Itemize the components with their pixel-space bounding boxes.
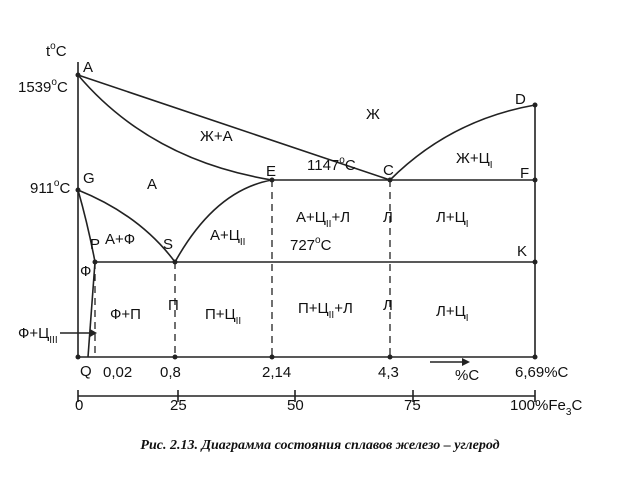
label: 0,8 [160, 364, 181, 381]
label: 100%Fe3C [510, 397, 582, 418]
label-main: t [46, 43, 51, 60]
diagram-lines [60, 62, 538, 402]
label-main: 75 [404, 397, 421, 414]
label-main: Ж+А [200, 128, 233, 145]
label: А [147, 176, 157, 193]
label: 75 [404, 397, 421, 414]
label: Л+ЦI [436, 303, 468, 324]
label: S [163, 236, 173, 253]
label: toC [46, 41, 67, 60]
label-main: 911 [30, 180, 54, 197]
label: 50 [287, 397, 304, 414]
label: %C [455, 367, 479, 384]
label-sub: II [326, 219, 332, 230]
label: 727oC [290, 235, 332, 254]
label: 25 [170, 397, 187, 414]
label: Ж+А [200, 128, 233, 145]
label: П [168, 297, 179, 314]
label-main: Ж+Ц [456, 150, 490, 167]
label-tail: +Л [331, 209, 350, 226]
label-main: 25 [170, 397, 187, 414]
label-main: Ф [80, 263, 91, 280]
label: 911oC [30, 178, 70, 197]
label-sub: II [329, 310, 335, 321]
label: Ф+П [110, 306, 141, 323]
label: G [83, 170, 95, 187]
label: Ф+ЦIII [18, 325, 58, 346]
caption: Рис. 2.13. Диаграмма состояния сплавов ж… [140, 438, 499, 453]
label-sub: I [466, 219, 469, 230]
label: Q [80, 363, 92, 380]
label-sup: o [50, 41, 56, 52]
label: A [83, 59, 93, 76]
label-tail: C [345, 157, 356, 174]
label-main: 1147 [307, 157, 339, 174]
label-main: П+Ц [298, 300, 329, 317]
label: А+ЦII+Л [296, 209, 350, 230]
label-main: Ж [366, 106, 380, 123]
label-sub: II [240, 237, 246, 248]
label: D [515, 91, 526, 108]
label-sup: o [51, 77, 57, 88]
label: 4,3 [378, 364, 399, 381]
label-tail: C [59, 180, 70, 197]
label-main: Л+Ц [436, 209, 466, 226]
label-main: Ф+Ц [18, 325, 49, 342]
label-main: А+Ц [210, 227, 240, 244]
label-sub: I [466, 313, 469, 324]
label-main: 727 [290, 237, 315, 254]
label-sub: II [236, 316, 242, 327]
label-tail: C [57, 79, 68, 96]
label-sub: 3 [566, 407, 572, 418]
label: Ж [366, 106, 380, 123]
label: K [517, 243, 527, 260]
label-main: Л [383, 297, 393, 314]
label-main: 100%Fe [510, 397, 566, 414]
label-main: 50 [287, 397, 304, 414]
label-main: 0 [75, 397, 83, 414]
label: 6,69%C [515, 364, 569, 381]
label-main: П+Ц [205, 306, 236, 323]
label: 1147oC [307, 155, 356, 174]
label: А+ЦII [210, 227, 245, 248]
label-main: Ф+П [110, 306, 141, 323]
label: E [266, 163, 276, 180]
label-main: А [147, 176, 157, 193]
label: А+Ф [105, 231, 135, 248]
label-tail: +Л [334, 300, 353, 317]
label: Л+ЦI [436, 209, 468, 230]
label-sup: o [315, 235, 321, 246]
label-tail: C [56, 43, 67, 60]
label: Л [383, 209, 393, 226]
label-sub: I [490, 160, 493, 171]
label-tail: C [321, 237, 332, 254]
label-main: П [168, 297, 179, 314]
label: 0,02 [103, 364, 132, 381]
label: 0 [75, 397, 83, 414]
label-main: А+Ц [296, 209, 326, 226]
label-sup: o [54, 178, 60, 189]
label-main: А+Ф [105, 231, 135, 248]
label: Л [383, 297, 393, 314]
label: Ж+ЦI [456, 150, 493, 171]
label: П+ЦII [205, 306, 241, 327]
label: 1539oC [18, 77, 68, 96]
label: Ф [80, 263, 91, 280]
label: P [90, 236, 100, 253]
label-tail: C [571, 397, 582, 414]
label-main: Л [383, 209, 393, 226]
label: 2,14 [262, 364, 291, 381]
label-main: 1539 [18, 79, 51, 96]
label: П+ЦII+Л [298, 300, 353, 321]
label: C [383, 162, 394, 179]
label-sup: o [339, 155, 345, 166]
label: F [520, 165, 529, 182]
label-main: Л+Ц [436, 303, 466, 320]
label-sub: III [49, 335, 57, 346]
